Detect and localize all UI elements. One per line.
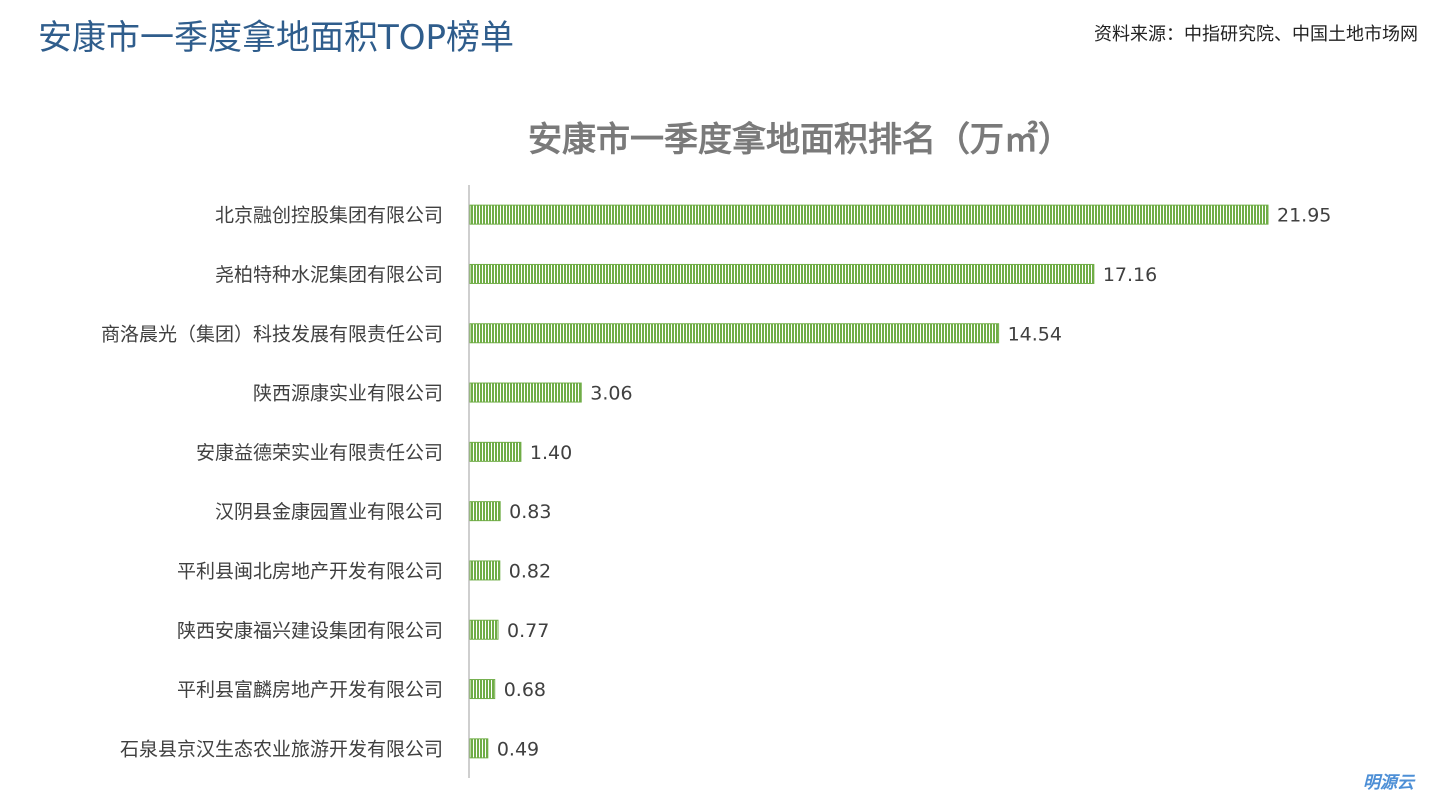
bar [469,619,499,640]
category-label: 陕西安康福兴建设集团有限公司 [177,620,443,642]
data-label: 0.49 [497,738,539,760]
data-label: 0.77 [507,620,549,642]
data-label: 0.82 [509,560,551,582]
data-label: 14.54 [1008,323,1062,345]
category-label: 平利县闽北房地产开发有限公司 [177,560,443,582]
bar [469,263,1095,284]
data-label: 0.68 [504,679,546,701]
category-label: 陕西源康实业有限公司 [253,383,443,405]
data-label: 17.16 [1103,264,1157,286]
category-label: 平利县富麟房地产开发有限公司 [177,679,443,701]
source-note: 资料来源：中指研究院、中国土地市场网 [1094,24,1418,45]
bar [469,204,1269,225]
chart-title: 安康市一季度拿地面积排名（万㎡） [528,120,1072,160]
bar [469,560,501,581]
bar [469,323,1000,344]
data-label: 0.83 [509,501,551,523]
data-label: 21.95 [1277,205,1331,227]
bar [469,738,489,759]
page-title: 安康市一季度拿地面积TOP榜单 [38,18,515,58]
data-label: 3.06 [590,383,632,405]
category-label: 商洛晨光（集团）科技发展有限责任公司 [101,323,443,345]
category-label: 安康益德荣实业有限责任公司 [196,442,443,464]
bar [469,382,582,403]
data-label: 1.40 [530,442,572,464]
category-label: 尧柏特种水泥集团有限公司 [215,264,443,286]
bar [469,679,496,700]
bar [469,441,522,462]
category-label: 汉阴县金康园置业有限公司 [215,501,443,523]
bar [469,501,501,522]
category-label: 石泉县京汉生态农业旅游开发有限公司 [120,738,443,760]
watermark-logo: 明源云 [1363,773,1414,793]
category-label: 北京融创控股集团有限公司 [215,205,443,227]
